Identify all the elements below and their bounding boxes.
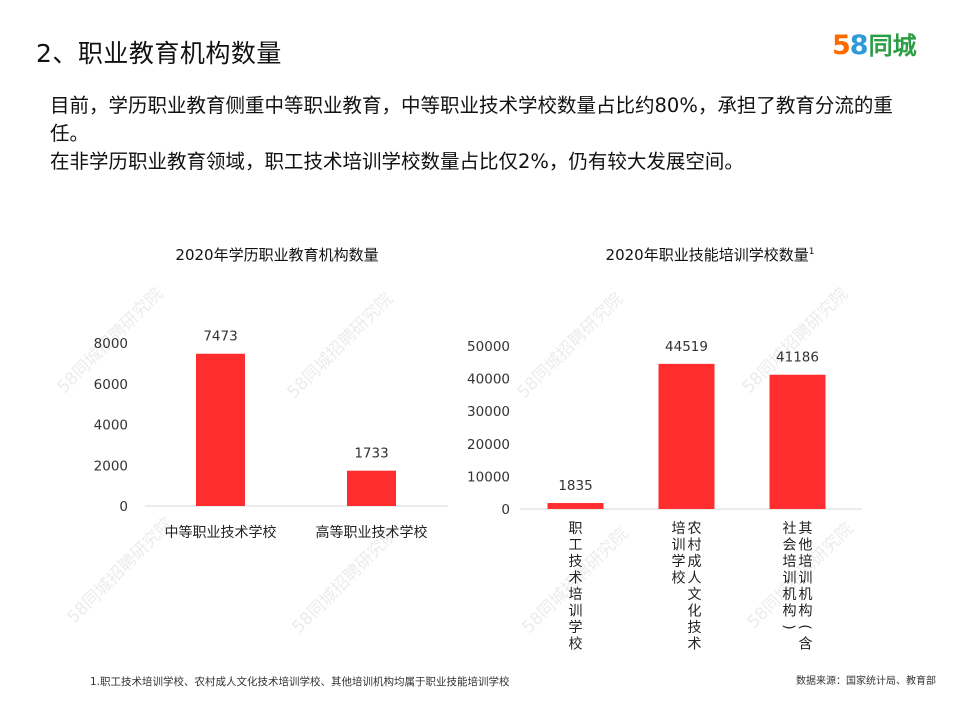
x-tick-label-char: 培 <box>569 587 583 603</box>
y-tick-label: 50000 <box>467 339 510 355</box>
y-tick-label: 30000 <box>467 404 510 420</box>
x-tick-label: 农村成人文化技术 培训学校 <box>672 521 702 653</box>
data-label: 1835 <box>558 478 592 494</box>
x-tick-label-char: 他 <box>799 538 813 554</box>
x-tick-label: 高等职业技术学校 <box>316 524 428 541</box>
y-tick-label: 6000 <box>94 377 128 393</box>
x-tick-label: 中等职业技术学校 <box>165 524 277 541</box>
bar <box>547 503 604 509</box>
chart-title: 2020年学历职业教育机构数量 <box>175 246 378 264</box>
page-title: 2、职业教育机构数量 <box>36 39 282 68</box>
brand-logo: 58同城 <box>832 26 917 61</box>
x-tick-label-char: 工 <box>569 538 583 554</box>
x-tick-label-char: 技 <box>688 620 702 636</box>
x-tick-label-char: 校 <box>672 570 686 587</box>
x-tick-label-char: 学 <box>569 620 583 636</box>
x-tick-label-char: 构 <box>783 604 797 620</box>
x-tick-label-char: 村 <box>688 538 702 554</box>
x-tick-label-char: 化 <box>688 604 702 620</box>
y-tick-label: 0 <box>119 499 128 515</box>
x-tick-label: 职工技术培训学校 <box>569 521 583 653</box>
chart-title: 2020年职业技能培训学校数量1 <box>606 246 815 264</box>
bar <box>769 374 826 509</box>
data-label: 44519 <box>665 339 708 355</box>
x-tick-label-char: 术 <box>688 637 702 653</box>
bar <box>347 470 396 506</box>
summary-text: 目前，学历职业教育侧重中等职业教育，中等职业技术学校数量占比约80%，承担了教育… <box>50 92 910 176</box>
logo-digit-8: 8 <box>849 30 869 61</box>
data-source: 数据来源：国家统计局、教育部 <box>796 676 936 687</box>
x-tick-label-char: ) <box>781 624 797 629</box>
x-tick-label-char: 培 <box>672 521 686 537</box>
x-tick-label-char: 训 <box>783 571 797 587</box>
x-tick-label-char: 构 <box>799 604 813 620</box>
y-tick-label: 20000 <box>467 437 510 453</box>
x-tick-label-char: 职 <box>569 521 583 537</box>
y-tick-label: 0 <box>501 502 510 518</box>
y-tick-label: 40000 <box>467 372 510 388</box>
data-label: 7473 <box>203 329 237 345</box>
x-tick-label-char: 培 <box>799 554 813 570</box>
y-tick-label: 4000 <box>94 418 128 434</box>
chart-title-superscript: 1 <box>809 247 815 257</box>
y-tick-label: 2000 <box>94 458 128 474</box>
x-tick-label-char: 培 <box>783 554 797 570</box>
x-tick-label-char: ( <box>797 624 813 629</box>
x-tick-label-char: 农 <box>688 521 702 537</box>
x-tick-label-char: 训 <box>569 604 583 620</box>
x-tick-label-char: 技 <box>569 554 583 570</box>
data-label: 41186 <box>776 350 819 366</box>
bar <box>196 353 245 506</box>
summary-paragraph-2: 在非学历职业教育领域，职工技术培训学校数量占比仅2%，仍有较大发展空间。 <box>50 150 744 173</box>
data-label: 1733 <box>354 446 388 462</box>
logo-digit-5: 5 <box>832 30 851 61</box>
x-tick-label-char: 其 <box>799 521 813 537</box>
x-tick-label-char: 训 <box>799 571 813 587</box>
logo-text: 同城 <box>868 32 917 60</box>
x-tick-label-char: 成 <box>688 554 702 570</box>
x-tick-label-char: 机 <box>799 587 813 603</box>
y-tick-label: 10000 <box>467 469 510 485</box>
x-tick-label-char: 含 <box>799 637 813 653</box>
x-tick-label-char: 人 <box>688 571 702 587</box>
x-tick-label-char: 社 <box>783 521 797 537</box>
x-tick-label-char: 术 <box>569 571 583 587</box>
x-tick-label-char: 文 <box>688 587 702 603</box>
bar <box>658 363 715 509</box>
footnote: 1.职工技术培训学校、农村成人文化技术培训学校、其他培训机构均属于职业技能培训学… <box>90 676 510 688</box>
x-tick-label-char: 会 <box>783 538 797 554</box>
x-tick-label-char: 机 <box>783 587 797 603</box>
y-tick-label: 8000 <box>94 336 128 352</box>
x-tick-label-char: 校 <box>569 636 583 653</box>
x-tick-label-char: 训 <box>672 538 686 554</box>
x-tick-label-char: 学 <box>672 554 686 570</box>
summary-paragraph-1: 目前，学历职业教育侧重中等职业教育，中等职业技术学校数量占比约80%，承担了教育… <box>50 94 893 145</box>
